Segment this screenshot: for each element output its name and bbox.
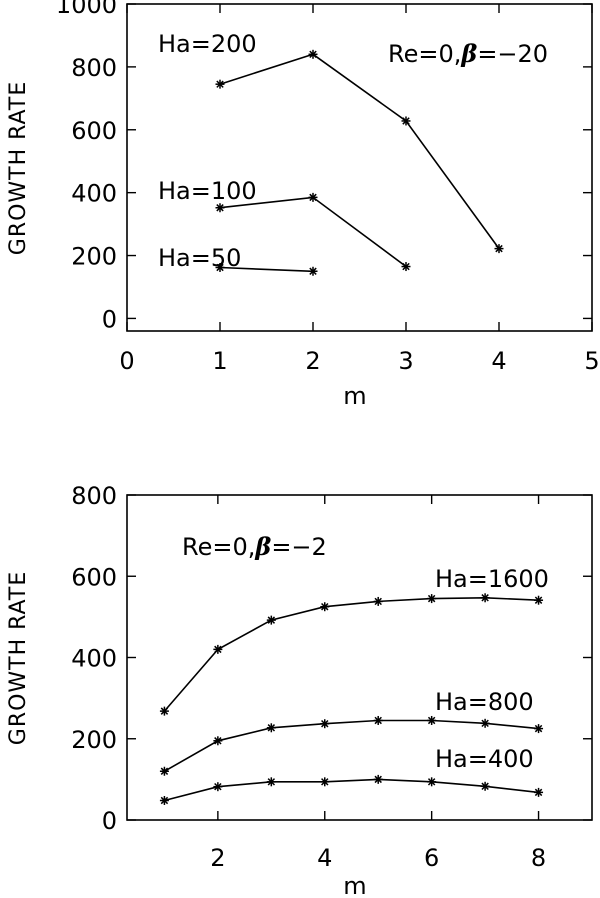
data-point — [266, 723, 276, 733]
series-Ha=50: Ha=50 — [158, 244, 318, 276]
x-tick-label: 0 — [119, 347, 134, 375]
data-point — [159, 766, 169, 776]
series-Ha=1600: Ha=1600 — [159, 565, 549, 716]
x-tick-label: 2 — [210, 844, 225, 872]
data-point — [213, 736, 223, 746]
series-line — [164, 719, 539, 772]
series-line — [219, 53, 500, 250]
data-point — [213, 644, 223, 654]
x-tick-label: 4 — [491, 347, 506, 375]
chart-panel-2: 0 200 400 600 800 2 4 6 8 m GROWTH RATE Re=0,β=−2 Ha… — [6, 482, 593, 898]
data-point — [215, 79, 225, 89]
data-point — [215, 262, 225, 272]
plot-frame — [126, 3, 593, 332]
series-Ha=400: Ha=400 — [159, 745, 544, 805]
annotation-beta: β — [254, 532, 271, 561]
x-axis-label: m — [343, 872, 366, 898]
y-tick-label: 400 — [71, 180, 117, 208]
y-tick-label: 600 — [71, 117, 117, 145]
data-point — [494, 244, 504, 254]
annotation-value: =−2 — [271, 533, 327, 561]
data-point — [427, 594, 437, 604]
annotation-re: Re=0, — [182, 533, 255, 561]
data-point — [401, 116, 411, 126]
data-point — [266, 615, 276, 625]
annotation-value: =−20 — [477, 40, 548, 68]
parameter-annotation: Re=0,β=−2 — [182, 532, 327, 561]
data-point — [320, 719, 330, 729]
data-point — [213, 782, 223, 792]
data-point — [373, 596, 383, 606]
y-tick-label: 800 — [71, 54, 117, 82]
series-label: Ha=400 — [435, 745, 534, 773]
series-Ha=800: Ha=800 — [159, 688, 544, 776]
data-point — [159, 706, 169, 716]
series-line — [164, 778, 539, 802]
data-point — [373, 774, 383, 784]
y-tick-label: 400 — [71, 645, 117, 673]
annotation-re: Re=0, — [388, 40, 461, 68]
series-Ha=100: Ha=100 — [158, 177, 411, 272]
series-line — [163, 596, 539, 712]
y-tick-label: 0 — [102, 807, 117, 835]
x-tick-label: 3 — [398, 347, 413, 375]
series-label: Ha=100 — [158, 177, 257, 205]
series-line — [219, 196, 407, 268]
data-point — [308, 266, 318, 276]
y-tick-label: 800 — [71, 482, 117, 510]
series-label: Ha=50 — [158, 244, 241, 272]
annotation-beta: β — [460, 39, 477, 68]
y-tick-label: 600 — [71, 563, 117, 591]
parameter-annotation: Re=0,β=−20 — [388, 39, 548, 68]
y-tick-label: 200 — [71, 243, 117, 271]
x-tick-label: 4 — [317, 844, 332, 872]
data-point — [427, 715, 437, 725]
y-axis-label: GROWTH RATE — [6, 81, 31, 255]
data-point — [159, 796, 169, 805]
series-Ha=200: Ha=200 — [158, 30, 504, 254]
x-tick-label: 1 — [212, 347, 227, 375]
y-axis-label: GROWTH RATE — [6, 571, 31, 745]
x-tick-label: 5 — [584, 347, 599, 375]
data-point — [373, 715, 383, 725]
data-point — [534, 787, 544, 797]
data-point — [308, 192, 318, 202]
y-tick-label: 0 — [102, 305, 117, 333]
data-point — [401, 262, 411, 272]
data-point — [320, 602, 330, 612]
data-point — [480, 781, 490, 791]
x-axis-label: m — [343, 382, 366, 410]
series-label: Ha=200 — [158, 30, 257, 58]
x-tick-label: 2 — [305, 347, 320, 375]
data-point — [308, 49, 318, 59]
data-point — [534, 724, 544, 734]
data-point — [320, 777, 330, 787]
data-point — [215, 203, 225, 213]
data-point — [480, 593, 490, 603]
chart-panel-1: 0 200 400 600 800 1000 0 1 2 3 4 5 m GROWTH RATE Re=0,… — [6, 0, 600, 410]
x-tick-label: 6 — [424, 844, 439, 872]
data-point — [427, 777, 437, 787]
series-line — [219, 266, 314, 273]
x-tick-label: 8 — [531, 844, 546, 872]
data-point — [534, 595, 544, 605]
series-label: Ha=1600 — [435, 565, 549, 593]
series-label: Ha=800 — [435, 688, 534, 716]
y-tick-label: 1000 — [56, 0, 117, 19]
y-tick-label: 200 — [71, 726, 117, 754]
data-point — [480, 718, 490, 728]
data-point — [266, 777, 276, 787]
